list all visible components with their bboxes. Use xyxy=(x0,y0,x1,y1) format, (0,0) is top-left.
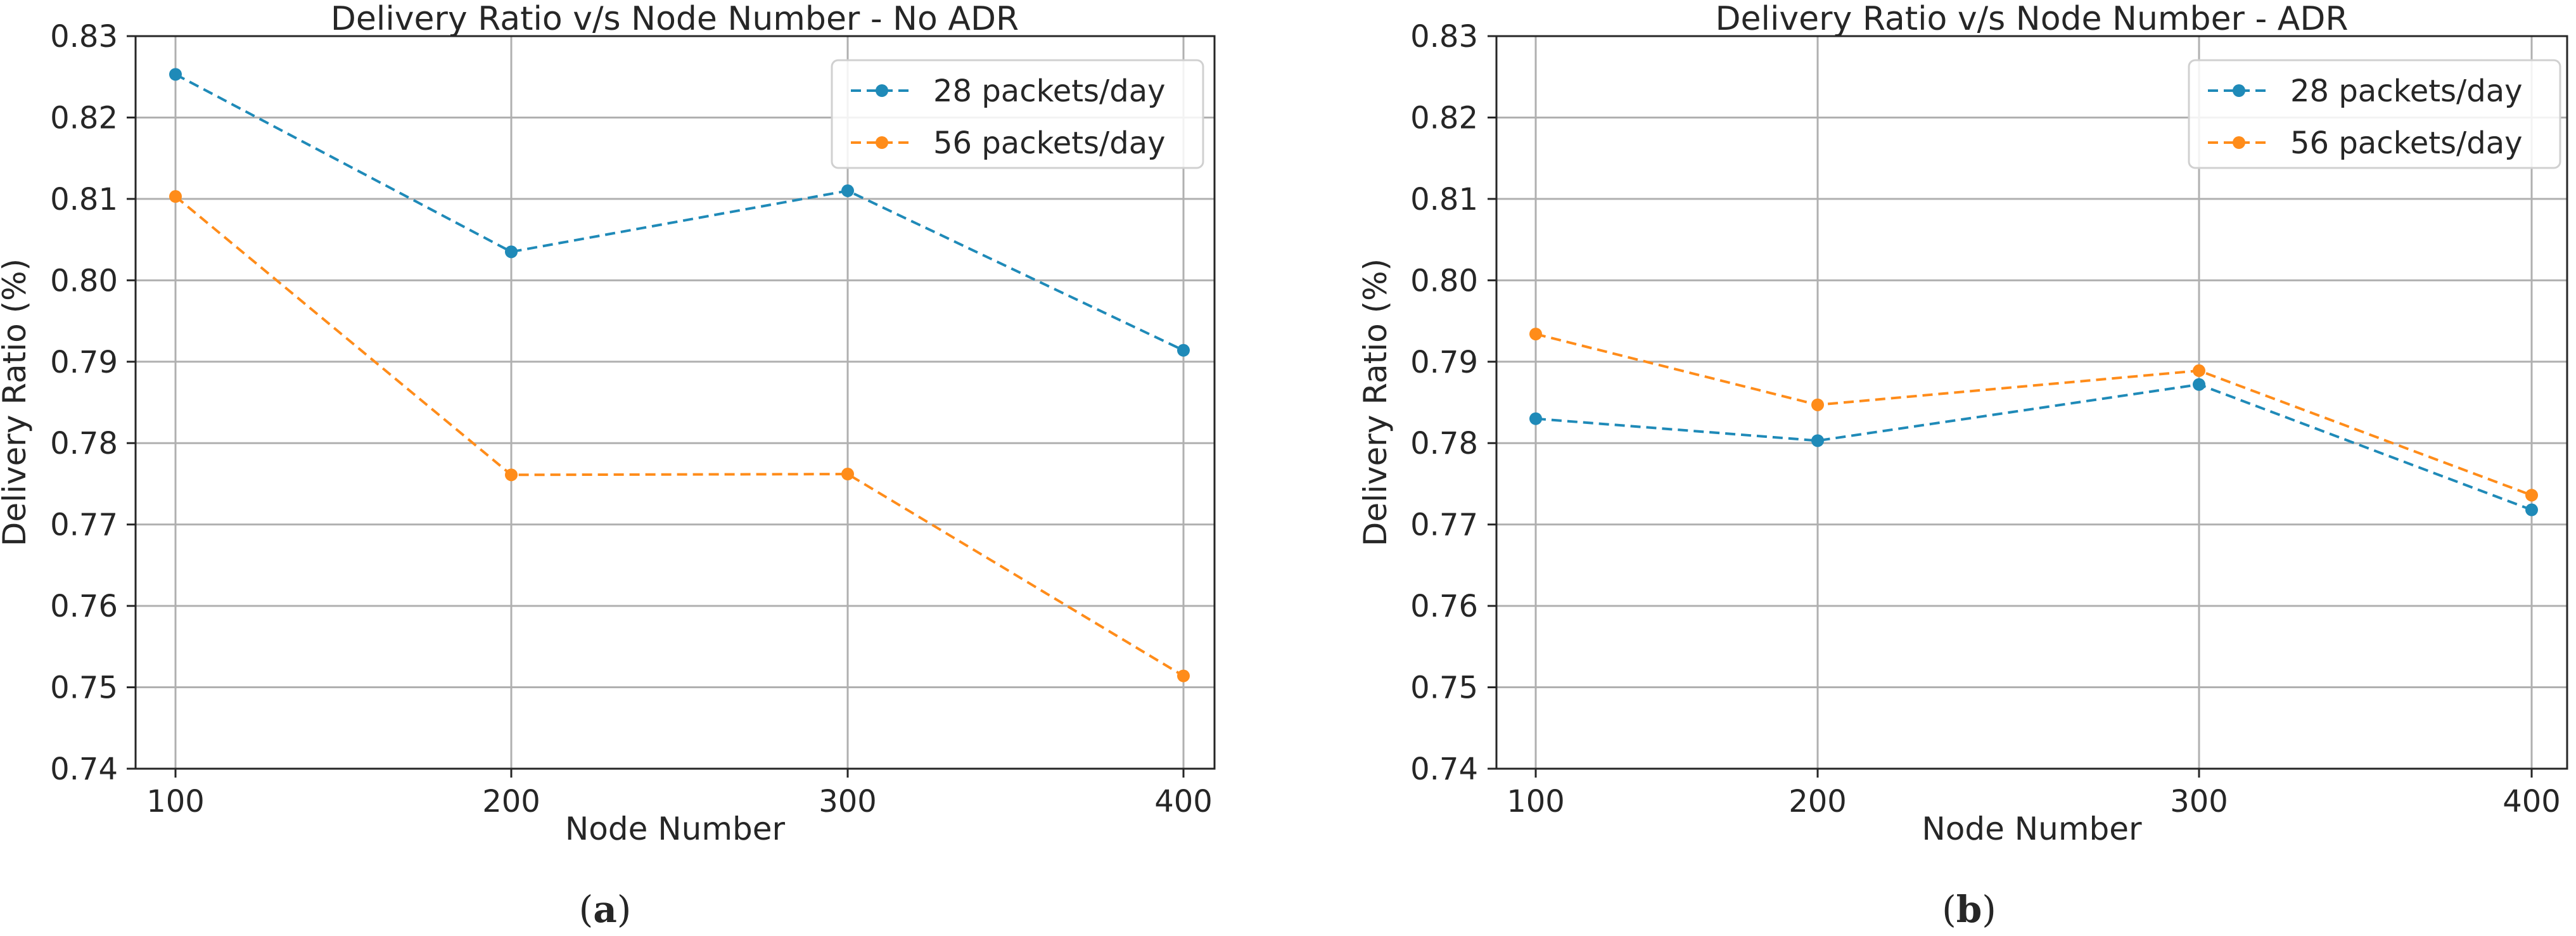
y-tick-label: 0.82 xyxy=(50,100,118,136)
chart-title: Delivery Ratio v/s Node Number - ADR xyxy=(1715,0,2348,38)
legend-box xyxy=(2188,59,2561,169)
y-tick-label: 0.75 xyxy=(1410,670,1478,706)
panel-label-letter: b xyxy=(1956,888,1982,931)
data-point xyxy=(2193,378,2205,391)
data-point xyxy=(841,184,854,198)
panel-label: (a) xyxy=(579,888,632,931)
x-tick-label: 300 xyxy=(819,784,877,819)
x-tick-label: 100 xyxy=(1507,784,1565,819)
panel-label-letter: a xyxy=(593,888,617,931)
y-tick-label: 0.78 xyxy=(50,426,118,461)
x-tick-label: 200 xyxy=(1789,784,1847,819)
data-point xyxy=(2193,364,2205,377)
legend-label-2: 56 packets/day xyxy=(2290,125,2523,161)
chart-title: Delivery Ratio v/s Node Number - No ADR xyxy=(331,0,1019,38)
legend-label-1: 28 packets/day xyxy=(2290,74,2523,109)
y-tick-label: 0.78 xyxy=(1410,426,1478,461)
y-axis-label: Delivery Ratio (%) xyxy=(0,259,33,546)
y-tick-label: 0.74 xyxy=(50,752,118,787)
y-tick-label: 0.75 xyxy=(50,670,118,706)
series-line-1 xyxy=(175,73,1184,352)
data-point xyxy=(2525,489,2538,502)
data-point xyxy=(505,468,518,482)
plot-frame xyxy=(134,35,1216,770)
legend-label-1: 28 packets/day xyxy=(933,74,1166,109)
y-tick-label: 0.83 xyxy=(50,19,118,54)
series-line-2 xyxy=(1535,333,2532,497)
y-axis-label: Delivery Ratio (%) xyxy=(1357,259,1394,546)
x-axis-label: Node Number xyxy=(565,811,786,847)
y-tick-label: 0.76 xyxy=(1410,589,1478,624)
legend-marker-2 xyxy=(2233,136,2245,149)
legend-marker-1 xyxy=(876,84,888,97)
chart-panel-a: 0.74 0.75 0.76 0.77 0.78 0.79 0.80 0.81 0.82 0.83… xyxy=(0,0,1216,931)
x-axis-label: Node Number xyxy=(1922,811,2142,847)
legend-marker-1 xyxy=(2233,84,2245,97)
y-tick-label: 0.82 xyxy=(1410,100,1478,136)
plot-frame xyxy=(1495,35,2568,770)
data-point xyxy=(1529,328,1542,341)
legend-marker-2 xyxy=(876,136,888,149)
x-tick-label: 400 xyxy=(2503,784,2561,819)
y-tick-label: 0.76 xyxy=(50,589,118,624)
y-tick-label: 0.77 xyxy=(50,508,118,543)
chart-panel-b: 0.74 0.75 0.76 0.77 0.78 0.79 0.80 0.81 0.82 0.83… xyxy=(1357,0,2568,931)
x-tick-label: 100 xyxy=(146,784,205,819)
x-tick-label: 200 xyxy=(482,784,540,819)
y-tick-label: 0.80 xyxy=(1410,263,1478,298)
data-point xyxy=(1177,343,1190,357)
y-tick-label: 0.77 xyxy=(1410,508,1478,543)
y-tick-label: 0.81 xyxy=(1410,182,1478,217)
panel-label-close-paren: ) xyxy=(1982,888,1996,931)
data-point xyxy=(169,190,182,203)
y-tick-label: 0.79 xyxy=(50,345,118,380)
panel-label-close-paren: ) xyxy=(617,888,632,931)
series-line-2 xyxy=(174,195,1185,677)
data-point xyxy=(841,468,854,481)
data-point xyxy=(2525,503,2538,516)
y-tick-label: 0.83 xyxy=(1410,19,1478,54)
panel-label-open-paren: ( xyxy=(1942,888,1956,931)
y-tick-label: 0.74 xyxy=(1410,752,1478,787)
panel-label: (b) xyxy=(1942,888,1996,931)
y-tick-label: 0.79 xyxy=(1410,345,1478,380)
legend-box xyxy=(831,59,1204,169)
series-line-1 xyxy=(1535,383,2532,511)
data-point xyxy=(1529,412,1542,425)
data-point xyxy=(1811,398,1824,411)
data-point xyxy=(1177,669,1190,683)
legend-label-2: 56 packets/day xyxy=(933,125,1166,161)
x-tick-label: 400 xyxy=(1154,784,1213,819)
data-point xyxy=(505,245,518,259)
y-tick-label: 0.81 xyxy=(50,182,118,217)
panel-label-open-paren: ( xyxy=(579,888,594,931)
y-tick-label: 0.80 xyxy=(50,263,118,298)
x-tick-label: 300 xyxy=(2170,784,2228,819)
data-point xyxy=(1811,434,1824,447)
data-point xyxy=(169,68,182,81)
